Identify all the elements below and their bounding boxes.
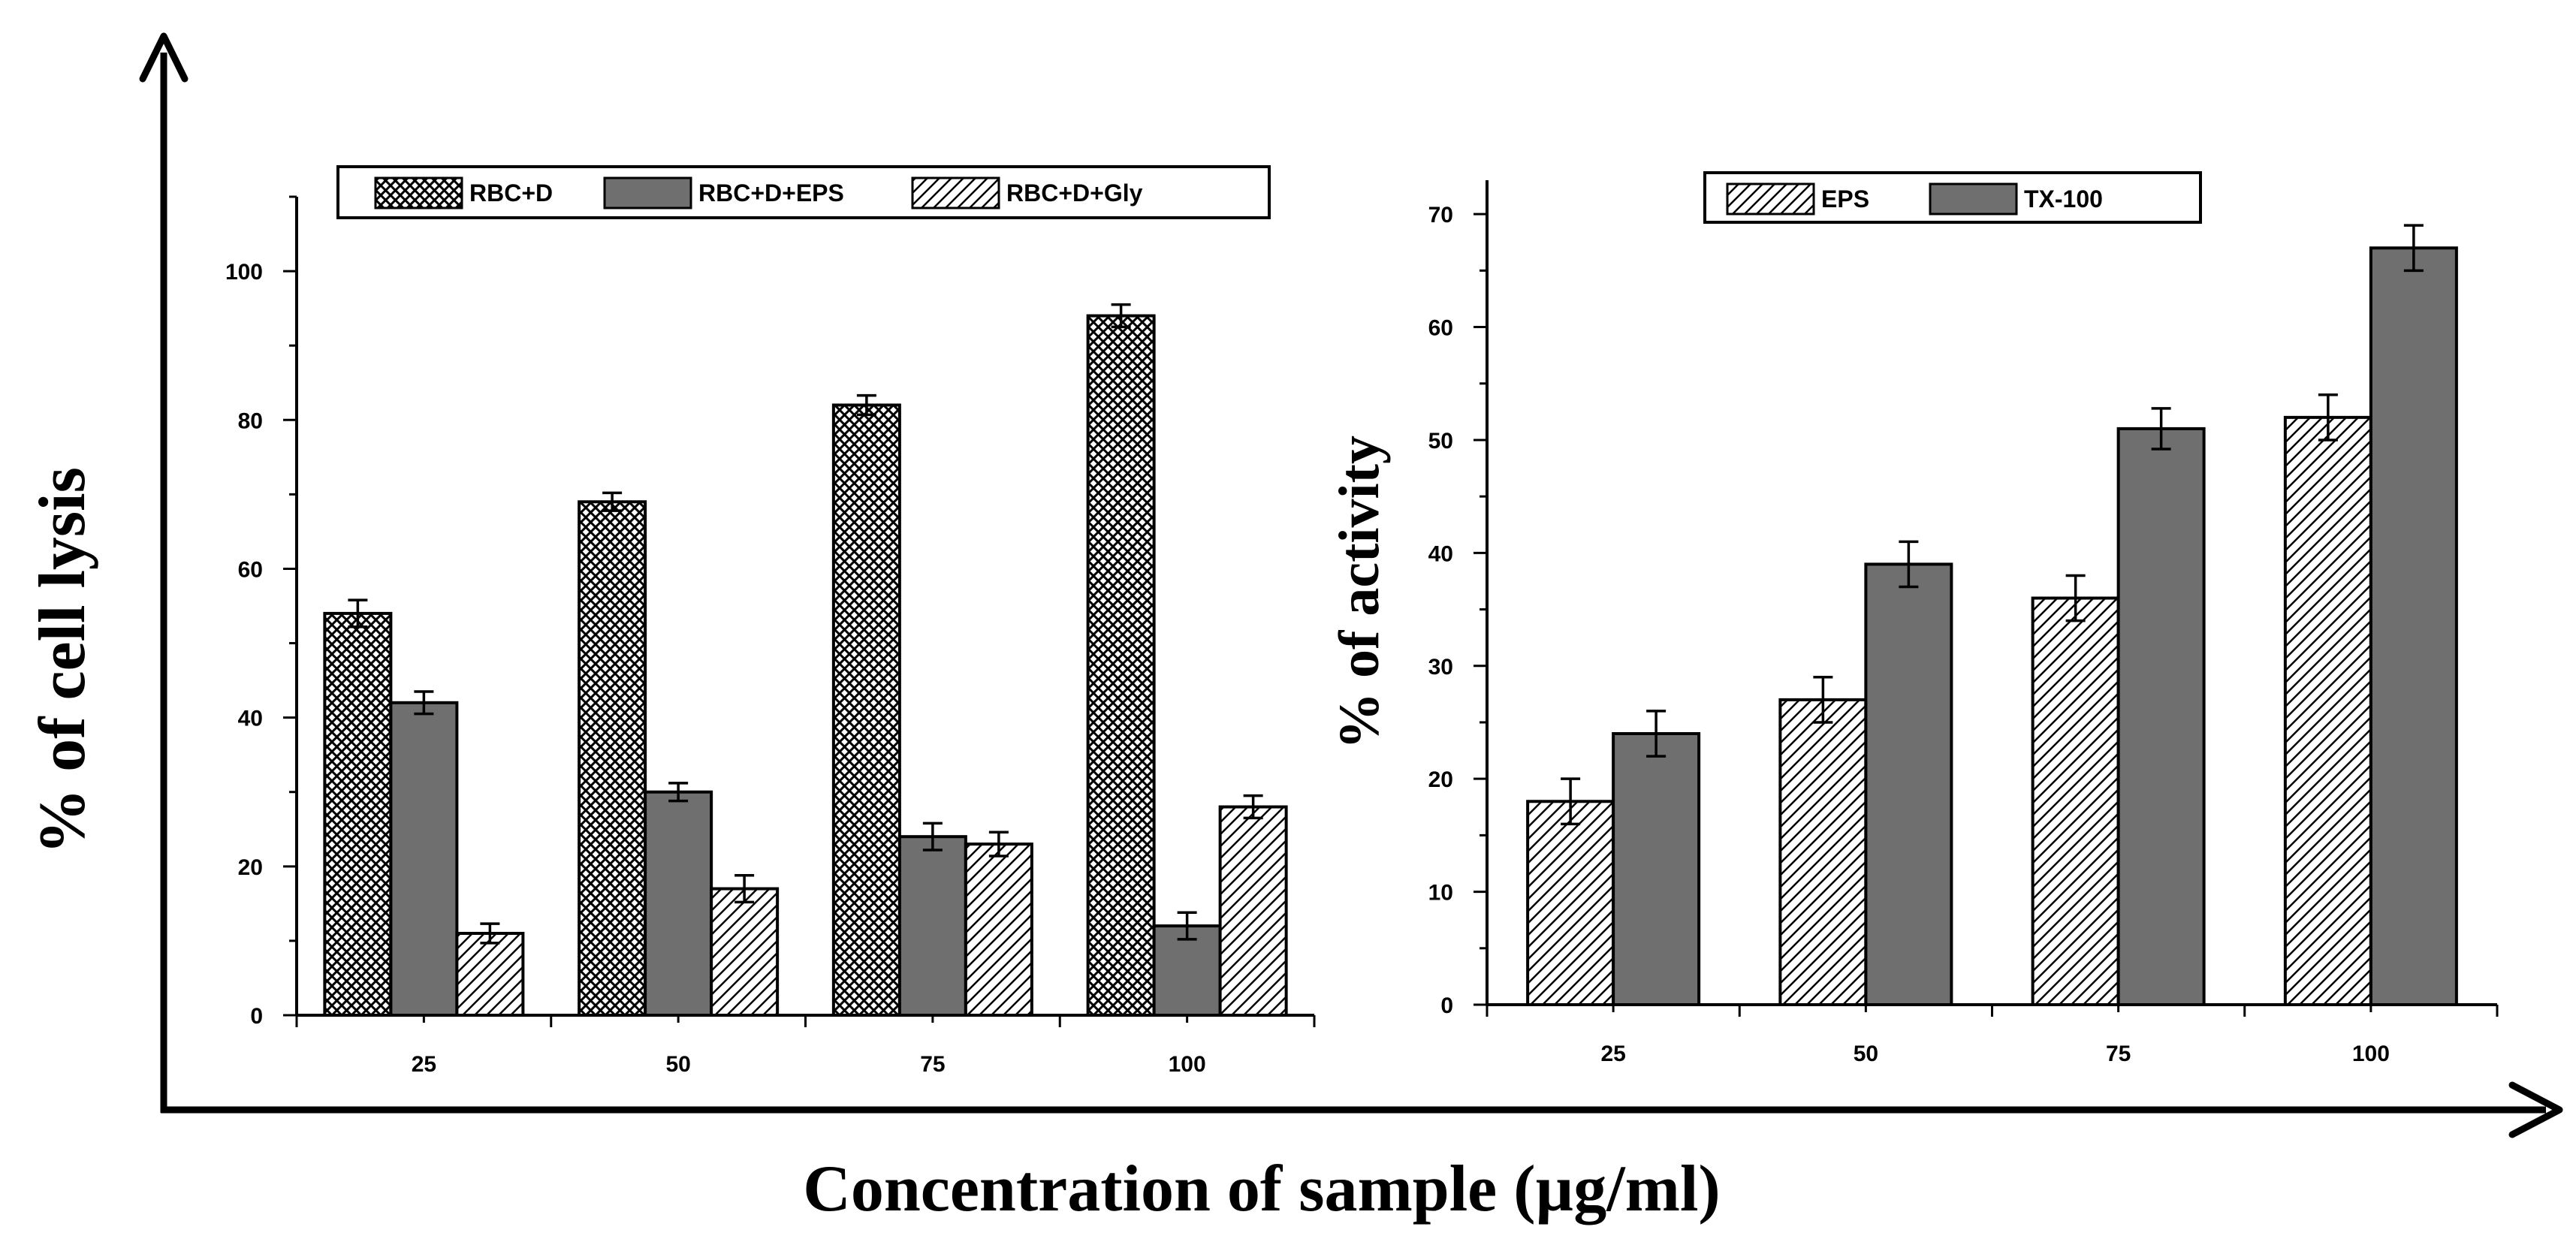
bar [1086,314,1156,1017]
x-tick-label: 100 [2352,1041,2390,1066]
bar [1612,732,1701,1006]
legend-box [336,165,1271,219]
chart-cell-lysis: 0 20 40 60 80 100 25 50 75 100 RBC+D RBC+D+EPS RBC+D… [225,165,1316,1077]
shared-x-axis-title: Concentration of sample (µg/ml) [803,1153,1720,1225]
x-tick-label: 25 [1600,1041,1625,1066]
bar [2031,596,2120,1006]
legend-swatch [374,176,463,210]
x-tick-label: 50 [665,1052,690,1077]
bar [389,701,459,1017]
x-tick-label: 75 [920,1052,945,1077]
y-tick-label: 40 [238,707,263,731]
bar [644,790,713,1017]
bar [964,843,1033,1017]
bar [2369,246,2458,1006]
y-tick-label: 0 [1440,993,1453,1018]
bar [2116,427,2206,1006]
bar [1778,698,1868,1006]
bar [897,835,967,1017]
legend-swatch [603,176,692,210]
outer-x-arrowhead [2508,1081,2563,1138]
y-tick-label: 60 [238,557,263,582]
y-tick-label: 80 [238,408,263,433]
legend-label: RBC+D [469,179,553,206]
bar [323,611,393,1017]
right-y-axis-title: % of activity [1328,436,1391,749]
bar [455,932,525,1017]
bar [831,403,901,1017]
y-tick-label: 40 [1428,541,1453,566]
y-tick-label: 30 [1428,655,1453,680]
legend-swatch [1726,182,1815,216]
shared-y-axis-title: % of cell lysis [26,467,99,855]
y-tick-label: 60 [1428,316,1453,341]
y-tick-label: 100 [225,260,263,285]
bar [578,500,647,1017]
y-tick-label: 20 [1428,767,1453,792]
bar [1864,562,1953,1006]
x-tick-label: 75 [2106,1041,2131,1066]
legend-label: RBC+D+EPS [698,179,844,206]
y-tick-label: 10 [1428,881,1453,906]
legend-label: EPS [1821,185,1869,213]
outer-y-arrowhead [139,32,189,83]
legend-swatch [911,176,1000,210]
chart-activity: 0 10 20 30 40 50 60 70 25 50 75 100 EPS TX-100 % of ac… [1328,171,2499,1066]
legend-swatch [1929,182,2018,216]
x-tick-label: 25 [412,1052,436,1077]
y-tick-label: 20 [238,855,263,880]
legend-label: RBC+D+Gly [1006,179,1143,206]
y-tick-label: 0 [250,1004,263,1029]
x-tick-label: 100 [1169,1052,1206,1077]
bar [1526,800,1615,1006]
bar [2283,415,2372,1006]
y-tick-label: 70 [1428,203,1453,228]
legend-label: TX-100 [2024,185,2103,213]
y-tick-label: 50 [1428,429,1453,454]
bar [710,887,780,1017]
x-tick-label: 50 [1854,1041,1878,1066]
bar [1218,805,1288,1017]
